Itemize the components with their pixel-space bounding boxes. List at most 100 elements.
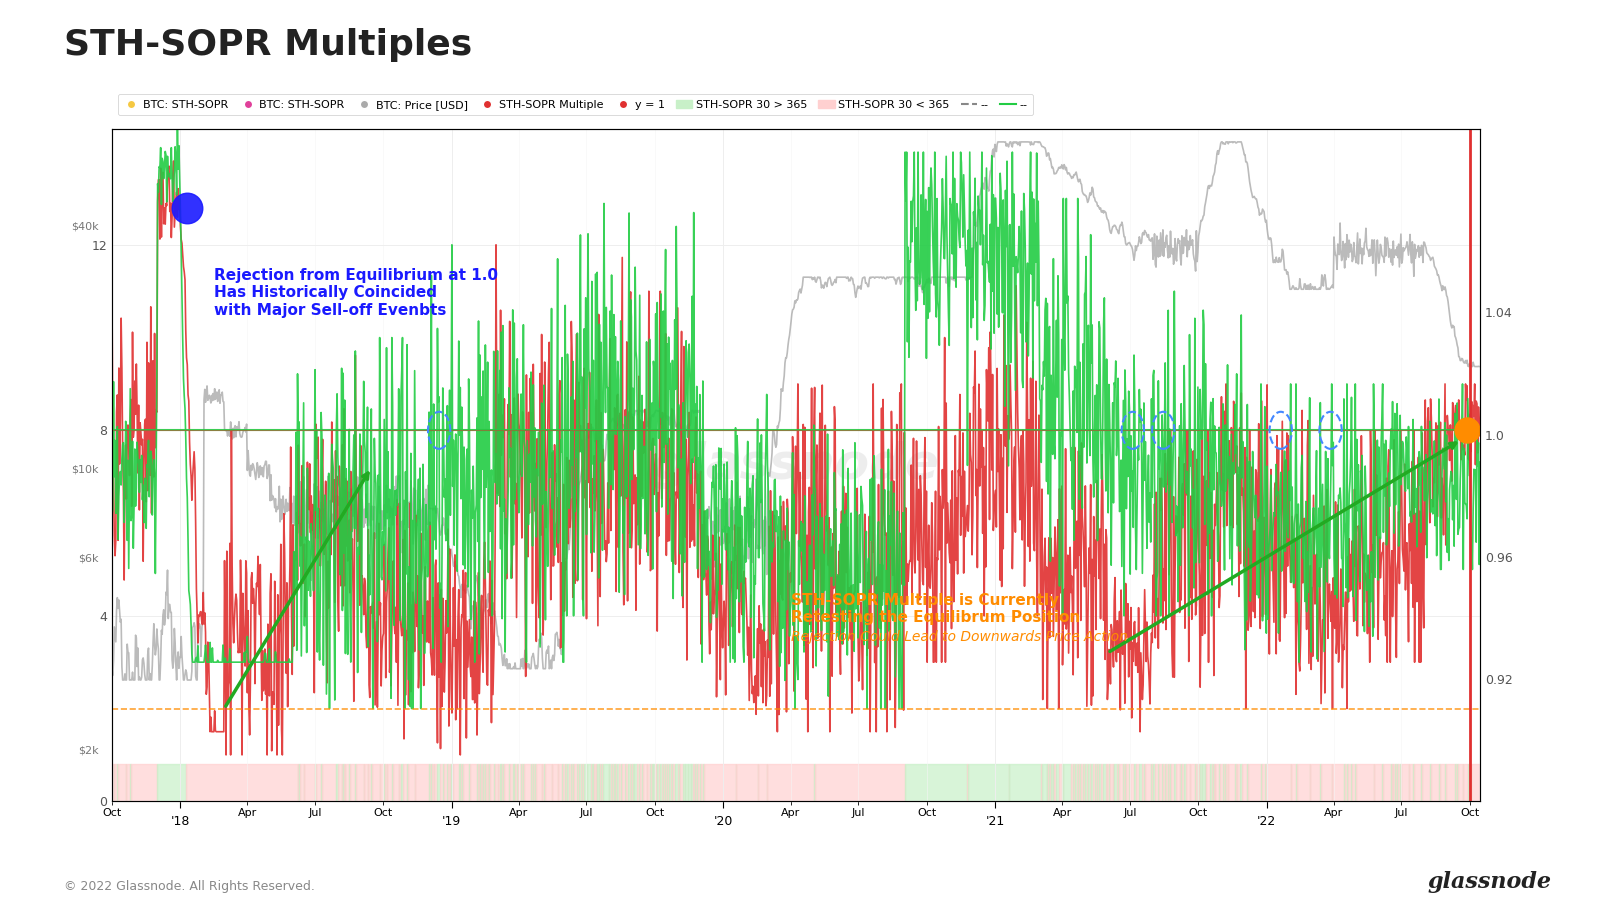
Bar <box>1190 764 1195 801</box>
Bar <box>1056 764 1059 801</box>
Bar <box>1155 764 1158 801</box>
Bar <box>445 764 448 801</box>
Bar <box>118 764 126 801</box>
Bar <box>579 764 581 801</box>
Bar <box>1248 764 1261 801</box>
Bar <box>573 764 578 801</box>
Bar <box>357 764 363 801</box>
Bar <box>1344 764 1347 801</box>
Bar <box>570 764 571 801</box>
Bar <box>1195 764 1198 801</box>
Bar <box>587 764 590 801</box>
Bar <box>435 764 437 801</box>
Bar <box>643 764 646 801</box>
Bar <box>1144 764 1152 801</box>
Bar <box>1470 764 1480 801</box>
Bar <box>504 764 509 801</box>
Bar <box>1266 764 1291 801</box>
Bar <box>669 764 670 801</box>
Bar <box>1237 764 1240 801</box>
Bar <box>1229 764 1235 801</box>
Bar <box>558 764 562 801</box>
Bar <box>1166 764 1168 801</box>
Bar <box>659 764 662 801</box>
Bar <box>1142 764 1144 801</box>
Bar <box>618 764 619 801</box>
Bar <box>1440 764 1445 801</box>
Bar <box>701 764 702 801</box>
Bar <box>627 764 630 801</box>
Bar <box>440 764 443 801</box>
Bar <box>1093 764 1096 801</box>
Bar <box>622 764 626 801</box>
Bar <box>1126 764 1128 801</box>
Bar <box>1158 764 1162 801</box>
Bar <box>1136 764 1139 801</box>
Bar <box>462 764 469 801</box>
Bar <box>680 764 683 801</box>
Bar <box>1357 764 1373 801</box>
Bar <box>510 764 512 801</box>
Text: $10k: $10k <box>70 464 98 474</box>
Bar <box>470 764 477 801</box>
Bar <box>584 764 587 801</box>
Bar <box>1186 764 1189 801</box>
Bar <box>1410 764 1413 801</box>
Bar <box>387 764 392 801</box>
Text: $40k: $40k <box>70 222 98 232</box>
Bar <box>315 764 322 801</box>
Bar <box>1064 764 1070 801</box>
Bar <box>368 764 371 801</box>
Bar <box>1242 764 1248 801</box>
Bar <box>648 764 650 801</box>
Bar <box>1059 764 1062 801</box>
Bar <box>525 764 531 801</box>
Text: $2k: $2k <box>78 746 98 756</box>
Text: Rejection Could Lead to Downwards Price Action: Rejection Could Lead to Downwards Price … <box>790 630 1128 644</box>
Text: glassnode: glassnode <box>1429 871 1552 893</box>
Bar <box>437 764 440 801</box>
Bar <box>1374 764 1382 801</box>
Bar <box>1430 764 1438 801</box>
Bar <box>299 764 304 801</box>
Bar <box>453 764 459 801</box>
Bar <box>131 764 157 801</box>
Bar <box>403 764 406 801</box>
Bar <box>1091 764 1093 801</box>
Bar <box>1296 764 1310 801</box>
Text: glassnode: glassnode <box>653 441 939 489</box>
Text: STH-SOPR Multiple is Currently
Retesting the Equilibrum Position: STH-SOPR Multiple is Currently Retesting… <box>790 592 1080 625</box>
Text: Rejection from Equilibrium at 1.0
Has Historically Coincided
with Major Sell-off: Rejection from Equilibrium at 1.0 Has Hi… <box>214 268 498 318</box>
Bar <box>968 764 1008 801</box>
Bar <box>1163 764 1165 801</box>
Bar <box>1139 764 1142 801</box>
Bar <box>1291 764 1296 801</box>
Bar <box>1422 764 1430 801</box>
Bar <box>338 764 342 801</box>
Bar <box>1398 764 1400 801</box>
Bar <box>381 764 384 801</box>
Bar <box>1352 764 1355 801</box>
Bar <box>1130 764 1134 801</box>
Bar <box>1110 764 1112 801</box>
Bar <box>552 764 558 801</box>
Bar <box>402 764 403 801</box>
Bar <box>1114 764 1117 801</box>
Bar <box>1171 764 1173 801</box>
Bar <box>1458 764 1462 801</box>
Bar <box>1333 764 1344 801</box>
Bar <box>1088 764 1090 801</box>
Text: $6k: $6k <box>78 554 98 564</box>
Bar <box>496 764 498 801</box>
Bar <box>758 764 766 801</box>
Bar <box>1173 764 1176 801</box>
Bar <box>518 764 522 801</box>
Bar <box>1347 764 1352 801</box>
Bar <box>1219 764 1222 801</box>
Bar <box>157 764 186 801</box>
Bar <box>416 764 429 801</box>
Bar <box>1262 764 1266 801</box>
Bar <box>1203 764 1205 801</box>
Bar <box>322 764 336 801</box>
Bar <box>1118 764 1123 801</box>
